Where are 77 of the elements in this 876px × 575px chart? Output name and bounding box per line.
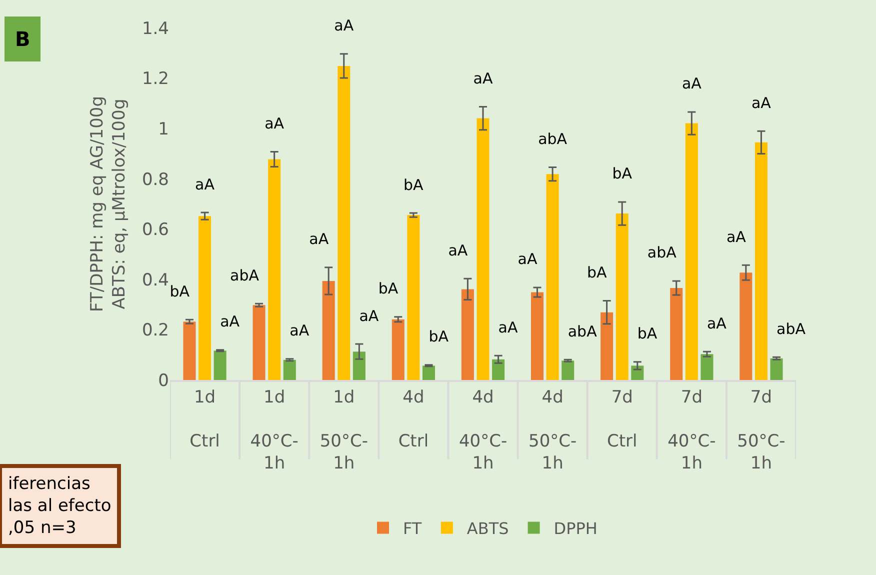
bar [407, 215, 420, 380]
legend-label: FT [403, 518, 422, 538]
bar [631, 366, 644, 380]
y-tick-label: 0.6 [142, 220, 169, 240]
data-label: abA [647, 244, 678, 262]
data-label: aA [751, 94, 772, 112]
bar [198, 216, 212, 380]
y-tick-label: 1 [158, 120, 169, 140]
data-label: aA [264, 114, 285, 132]
bar [754, 142, 768, 380]
bar [492, 359, 505, 380]
y-tick-label: 0.2 [142, 320, 169, 341]
data-label: aA [726, 228, 747, 246]
data-label: bA [378, 280, 399, 298]
text: iferencias las al efecto ,05 n=3 [8, 474, 112, 538]
category-label: 7d Ctrl [606, 387, 638, 452]
data-label: bA [404, 176, 424, 194]
bar [685, 123, 698, 380]
bar [322, 280, 335, 380]
y-tick-label: 1.4 [142, 18, 169, 39]
data-label: aA [682, 74, 702, 93]
y-axis-title: FT/DPPH: mg eq AG/100g ABTS: eq, µMtrolox/100g [87, 96, 130, 312]
bar [214, 350, 226, 380]
data-label: bA [428, 328, 450, 346]
data-label: aA [518, 250, 538, 268]
bar [740, 272, 752, 380]
bar [770, 358, 783, 380]
bar [700, 354, 714, 380]
data-label: aA [448, 241, 468, 260]
bar [183, 322, 196, 380]
text: B [15, 27, 30, 51]
bar [530, 292, 544, 380]
data-label: aA [334, 16, 354, 35]
bar [352, 352, 366, 380]
legend-label: ABTS [466, 518, 509, 538]
bar [268, 159, 281, 380]
bar [562, 360, 574, 380]
data-label: abA [230, 266, 260, 284]
data-label: aA [359, 306, 380, 325]
bar [283, 360, 296, 380]
data-label: bA [637, 324, 658, 343]
data-label: abA [776, 320, 806, 338]
category-label: 1d 50°C- 1h [320, 387, 368, 474]
bar [546, 174, 559, 380]
bar [670, 288, 683, 380]
bar [392, 319, 404, 380]
data-label: aA [498, 318, 518, 336]
data-label: aA [220, 312, 240, 331]
category-label: 4d Ctrl [398, 387, 429, 452]
data-label: aA [473, 69, 494, 88]
category-label: 4d 50°C- 1h [528, 387, 577, 474]
data-label: bA [170, 282, 190, 300]
bar [461, 289, 474, 380]
category-label: 7d 50°C- 1h [737, 387, 786, 474]
data-label: aA [706, 314, 728, 332]
y-tick-label: 0.8 [142, 170, 169, 190]
data-label: aA [309, 230, 330, 248]
category-label: 1d 40°C- 1h [250, 387, 298, 474]
data-label: bA [612, 164, 633, 183]
bar [476, 118, 490, 380]
data-label: abA [568, 322, 598, 340]
bar [600, 312, 614, 380]
bar [338, 66, 350, 380]
data-label: aA [290, 322, 310, 340]
category-label: 4d 40°C- 1h [458, 387, 508, 474]
legend-label: DPPH [554, 518, 598, 538]
y-tick-label: 0.4 [142, 270, 169, 290]
y-tick-label: 0 [158, 370, 169, 391]
category-label: 7d 40°C- 1h [668, 387, 716, 474]
bar [252, 305, 266, 380]
data-label: abA [538, 130, 568, 148]
category-label: 1d Ctrl [190, 387, 220, 452]
bar [422, 366, 436, 380]
y-tick-label: 1.2 [142, 69, 169, 90]
data-label: aA [195, 175, 216, 194]
data-label: bA [587, 264, 608, 282]
bar [616, 214, 628, 380]
